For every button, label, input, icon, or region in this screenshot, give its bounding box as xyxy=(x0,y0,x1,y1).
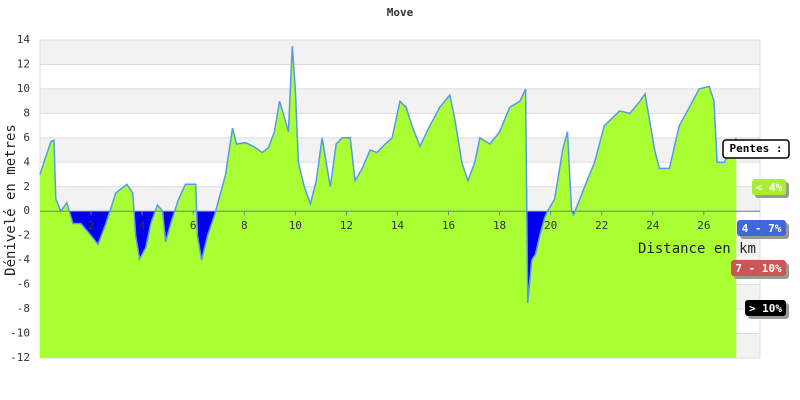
x-tick-label: 14 xyxy=(391,219,405,232)
y-tick-label: 8 xyxy=(23,106,30,119)
x-tick-label: 26 xyxy=(697,219,710,232)
x-tick-label: 6 xyxy=(190,219,197,232)
y-tick-label: 10 xyxy=(17,82,30,95)
x-tick-label: 12 xyxy=(340,219,353,232)
y-tick-label: 12 xyxy=(17,57,30,70)
x-tick-label: 22 xyxy=(595,219,608,232)
y-tick-label: -10 xyxy=(10,327,30,340)
area xyxy=(40,46,737,358)
y-tick-label: -4 xyxy=(17,253,31,266)
y-tick-label: -6 xyxy=(17,278,30,291)
legend-title-box xyxy=(722,139,790,159)
chart-title: Move xyxy=(387,6,414,19)
legend-label: > 10% xyxy=(749,302,782,315)
y-tick-label: 4 xyxy=(23,155,30,168)
y-tick-label: 14 xyxy=(17,33,31,46)
x-axis-title: Distance en km xyxy=(638,241,756,257)
x-tick-label: 16 xyxy=(442,219,455,232)
legend-swatch xyxy=(731,260,786,276)
x-tick-label: 10 xyxy=(289,219,302,232)
x-tick-label: 2 xyxy=(88,219,95,232)
grid-band xyxy=(40,40,760,65)
y-tick-label: 2 xyxy=(23,180,30,193)
y-tick-label: 0 xyxy=(23,204,30,217)
legend-label: 4 - 7% xyxy=(742,222,782,235)
y-tick-label: -8 xyxy=(17,302,30,315)
x-tick-label: 4 xyxy=(139,219,146,232)
legend-label: < 4% xyxy=(756,181,783,194)
legend-swatch xyxy=(745,300,786,316)
legend-label: 7 - 10% xyxy=(735,262,782,275)
x-tick-label: 8 xyxy=(241,219,248,232)
y-tick-label: -12 xyxy=(10,351,30,364)
legend-swatch xyxy=(752,179,786,195)
x-tick-label: 20 xyxy=(544,219,557,232)
legend-swatch xyxy=(737,220,786,236)
y-tick-label: 6 xyxy=(23,131,30,144)
y-tick-label: -2 xyxy=(17,229,30,242)
x-tick-label: 18 xyxy=(493,219,506,232)
line xyxy=(39,46,737,304)
x-tick-label: 24 xyxy=(646,219,660,232)
y-axis-title: Dénivelé en metres xyxy=(3,124,19,276)
legend-title: Pentes : xyxy=(730,142,783,155)
